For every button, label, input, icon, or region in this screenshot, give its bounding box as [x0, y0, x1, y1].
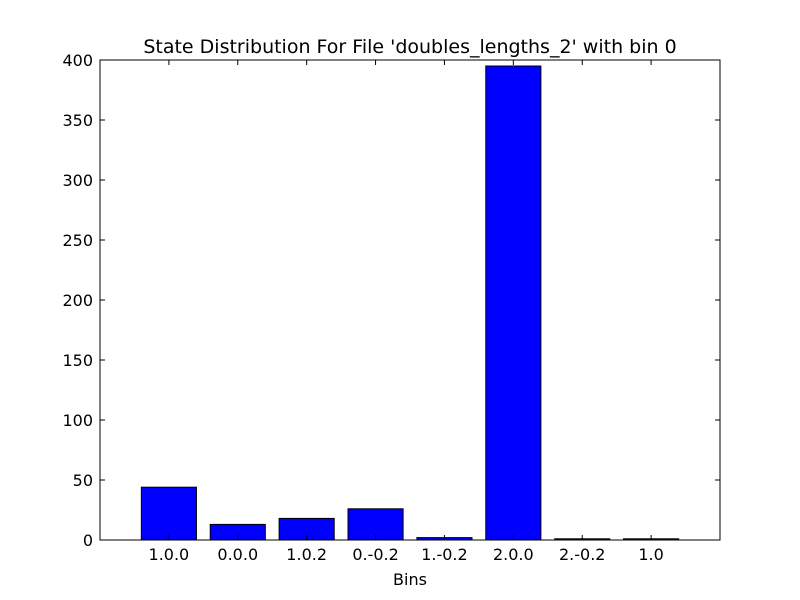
x-tick-label-1: 0.0.0 [217, 545, 258, 564]
y-tick-label-0: 0 [83, 531, 93, 550]
bars-layer [140, 65, 680, 541]
y-tick-label-6: 300 [62, 171, 93, 190]
y-tick-label-1: 50 [73, 471, 93, 490]
x-tick-label-2: 1.0.2 [286, 545, 327, 564]
ticks-layer [100, 59, 720, 541]
y-tick-labels: 0 50 100 150 200 250 300 350 400 [62, 51, 93, 550]
y-tick-label-7: 350 [62, 111, 93, 130]
bar-0 [140, 486, 197, 541]
x-tick-labels: 1.0.0 0.0.0 1.0.2 0.-0.2 1.-0.2 2.0.0 2.-0.2 1.… [149, 545, 664, 564]
y-tick-label-4: 200 [62, 291, 93, 310]
y-tick-label-5: 250 [62, 231, 93, 250]
plot-frame [99, 59, 721, 541]
x-tick-label-6: 2.-0.2 [559, 545, 605, 564]
bar-5 [485, 65, 542, 541]
y-tick-label-3: 150 [62, 351, 93, 370]
x-tick-label-4: 1.-0.2 [421, 545, 467, 564]
chart-title: State Distribution For File 'doubles_len… [143, 36, 676, 58]
x-tick-label-5: 2.0.0 [493, 545, 534, 564]
x-tick-label-7: 1.0 [638, 545, 663, 564]
y-tick-label-8: 400 [62, 51, 93, 70]
y-tick-label-2: 100 [62, 411, 93, 430]
x-tick-label-3: 0.-0.2 [352, 545, 398, 564]
x-axis-label: Bins [393, 570, 427, 589]
x-tick-label-0: 1.0.0 [149, 545, 190, 564]
